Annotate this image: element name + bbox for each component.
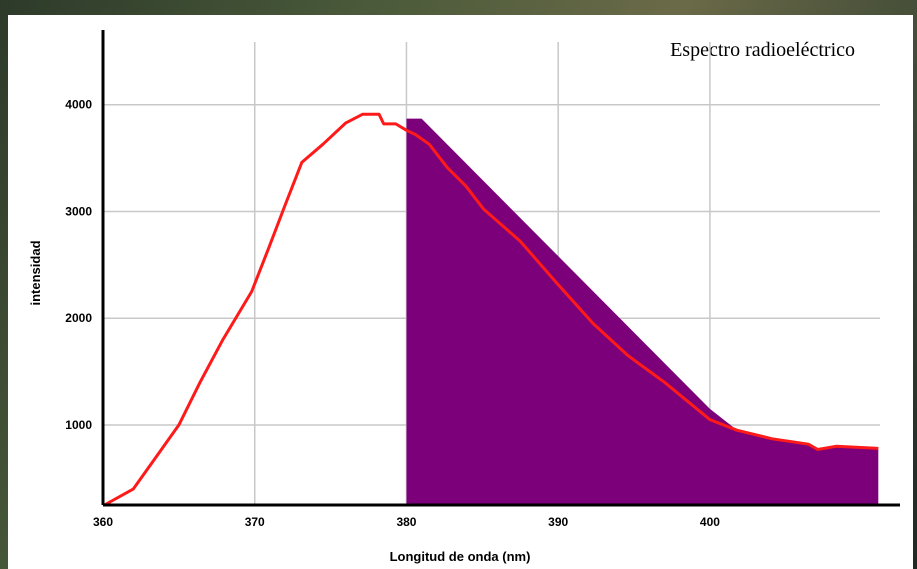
chart-title: Espectro radioeléctrico bbox=[670, 39, 855, 61]
x-axis-title: Longitud de onda (nm) bbox=[390, 549, 531, 564]
x-tick-label: 400 bbox=[700, 515, 720, 529]
y-tick-label: 4000 bbox=[65, 98, 92, 112]
y-tick-label: 1000 bbox=[65, 418, 92, 432]
chart: Espectro radioeléctrico Longitud de onda… bbox=[0, 0, 917, 569]
x-tick-label: 360 bbox=[93, 515, 113, 529]
x-tick-label: 390 bbox=[548, 515, 568, 529]
x-tick-label: 380 bbox=[396, 515, 416, 529]
page: {"chart_data": { "type": "line", "title"… bbox=[0, 0, 917, 569]
y-axis-title: intensidad bbox=[28, 240, 43, 305]
x-tick-label: 370 bbox=[245, 515, 265, 529]
y-tick-label: 3000 bbox=[65, 204, 92, 218]
y-tick-label: 2000 bbox=[65, 311, 92, 325]
